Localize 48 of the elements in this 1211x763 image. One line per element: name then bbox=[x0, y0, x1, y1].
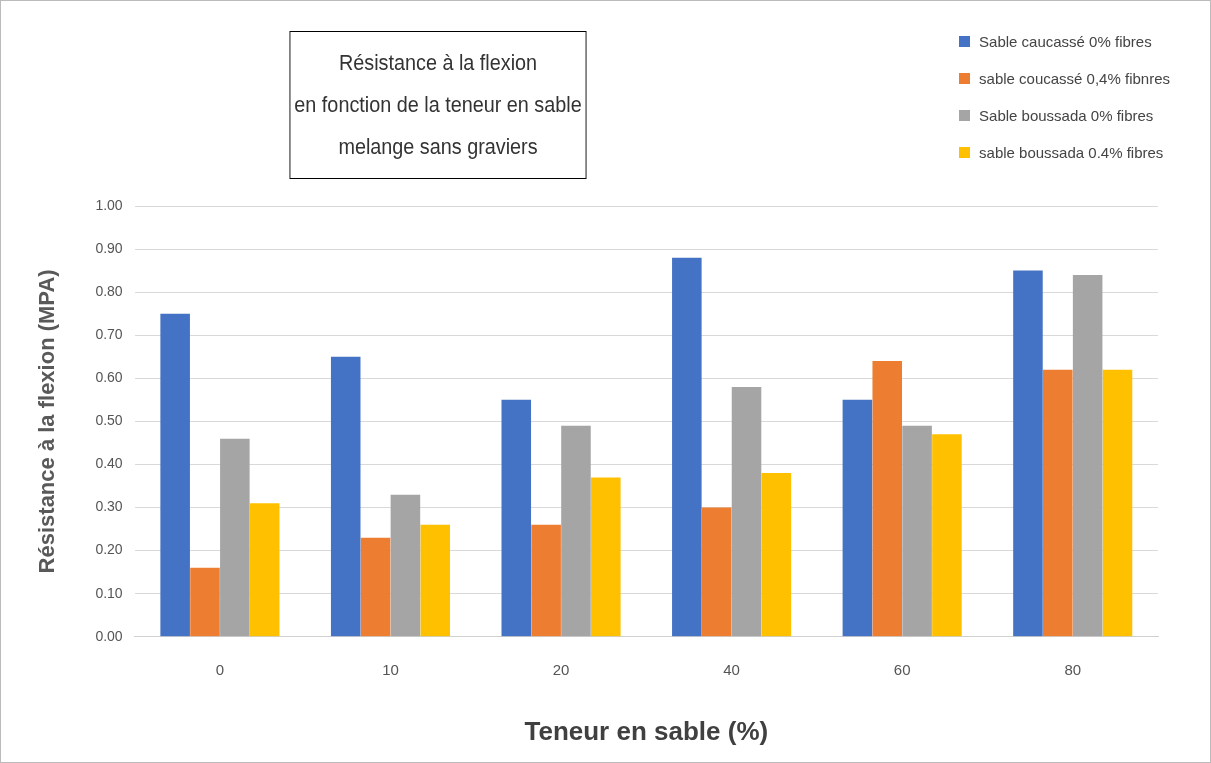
bar bbox=[420, 524, 451, 637]
y-axis-title: Résistance à la flexion (MPA) bbox=[34, 269, 60, 574]
bar bbox=[761, 473, 792, 637]
chart-title: Résistance à la flexion en fonction de la teneur en sable melange sans graviers bbox=[289, 31, 587, 179]
y-tick-label: 0.70 bbox=[95, 326, 123, 343]
x-tick-label: 80 bbox=[1064, 660, 1082, 678]
y-tick-label: 1.00 bbox=[95, 196, 123, 213]
bar bbox=[701, 507, 732, 637]
bar bbox=[160, 313, 190, 637]
x-axis-title: Teneur en sable (%) bbox=[524, 715, 769, 746]
y-tick-label: 0.80 bbox=[95, 283, 123, 300]
y-tick-label: 0.10 bbox=[95, 584, 123, 601]
legend-label: Sable caucassé 0% fibres bbox=[979, 33, 1152, 50]
bar bbox=[531, 524, 561, 637]
bar bbox=[672, 257, 702, 637]
y-tick-label: 0.30 bbox=[95, 498, 123, 515]
bar bbox=[390, 494, 421, 637]
y-tick-label: 0.90 bbox=[95, 239, 123, 256]
y-tick-label: 0.50 bbox=[95, 412, 123, 429]
legend-label: Sable boussada 0% fibres bbox=[979, 107, 1154, 124]
bar bbox=[591, 477, 621, 637]
x-tick-label: 60 bbox=[893, 660, 911, 678]
legend-label: sable coucassé 0,4% fibnres bbox=[979, 70, 1170, 87]
y-tick-label: 0.60 bbox=[95, 369, 123, 386]
bar bbox=[330, 356, 361, 637]
bar bbox=[872, 361, 903, 637]
y-tick-label: 0.20 bbox=[95, 541, 123, 558]
bar bbox=[1013, 270, 1043, 637]
bar bbox=[731, 386, 762, 637]
bar bbox=[561, 425, 591, 637]
bar bbox=[220, 438, 250, 637]
legend-label: sable boussada 0.4% fibres bbox=[979, 144, 1164, 161]
x-tick-label: 20 bbox=[552, 660, 570, 678]
bar bbox=[360, 537, 391, 637]
x-tick-label: 10 bbox=[382, 660, 399, 678]
x-tick-label: 40 bbox=[723, 660, 740, 678]
bar bbox=[1102, 369, 1133, 637]
bar bbox=[932, 434, 962, 637]
bar bbox=[190, 567, 220, 637]
y-tick-label: 0.00 bbox=[95, 627, 123, 644]
bar bbox=[1072, 274, 1103, 637]
x-tick-label: 0 bbox=[215, 660, 225, 678]
bar bbox=[1043, 369, 1073, 637]
bar bbox=[501, 399, 532, 637]
bar bbox=[842, 399, 873, 637]
bar bbox=[249, 503, 280, 637]
bar bbox=[902, 425, 932, 637]
y-tick-label: 0.40 bbox=[95, 455, 123, 472]
